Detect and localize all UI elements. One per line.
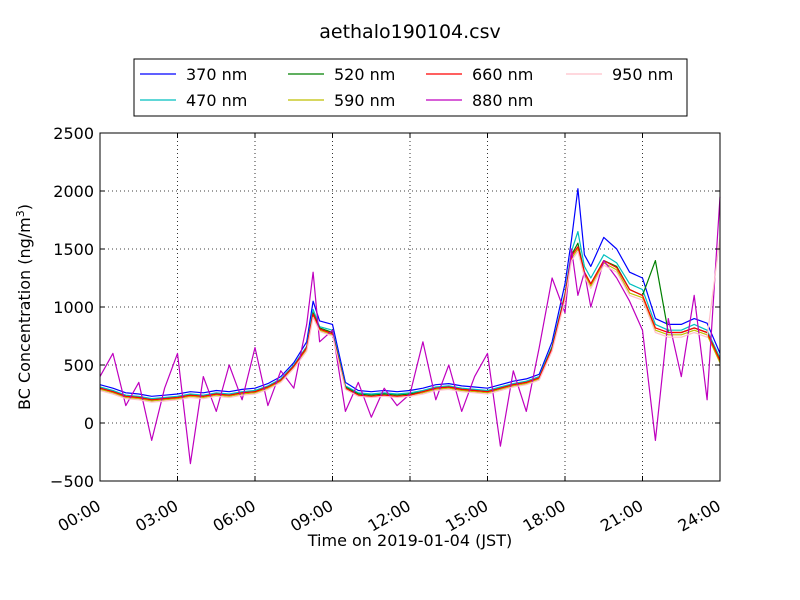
- y-tick-label: 1500: [53, 240, 94, 259]
- grid-lines: [100, 133, 720, 481]
- series-line-880-nm: [99, 196, 721, 465]
- y-axis-label-close: ): [15, 204, 34, 210]
- legend: 370 nm 470 nm 520 nm 590 nm 660 nm 880 nm 950 …: [133, 58, 688, 117]
- y-axis-label-main: BC Concentration (ng/m: [15, 217, 34, 410]
- x-tick-label: 21:00: [597, 496, 646, 536]
- legend-label: 470 nm: [186, 91, 247, 110]
- legend-label: 950 nm: [612, 65, 673, 84]
- x-tick-label: 09:00: [287, 496, 336, 536]
- legend-label: 520 nm: [334, 65, 395, 84]
- x-tick-label: 18:00: [520, 496, 569, 536]
- series-line-370-nm: [99, 188, 721, 397]
- y-tick-label: 1000: [53, 298, 94, 317]
- y-tick-label: −500: [50, 472, 94, 491]
- x-axis-label: Time on 2019-01-04 (JST): [307, 531, 512, 550]
- x-tick-label: 24:00: [675, 496, 724, 536]
- legend-label: 660 nm: [472, 65, 533, 84]
- chart-title: aethalo190104.csv: [319, 21, 501, 43]
- legend-box: [133, 58, 688, 117]
- legend-label: 370 nm: [186, 65, 247, 84]
- x-tick-label: 00:00: [55, 496, 104, 536]
- x-tick-label: 06:00: [210, 496, 259, 536]
- axis-ticks: [99, 132, 721, 482]
- y-tick-label: 500: [63, 356, 94, 375]
- legend-label: 590 nm: [334, 91, 395, 110]
- x-tick-label: 15:00: [442, 496, 491, 536]
- y-tick-labels: −500 0 500 1000 1500 2000 2500: [50, 124, 94, 491]
- y-axis-label-superscript: 3: [14, 210, 27, 217]
- series-line-950-nm: [99, 237, 721, 403]
- legend-items: 370 nm 470 nm 520 nm 590 nm 660 nm 880 nm 950 …: [140, 65, 673, 110]
- x-tick-labels: 00:00 03:00 06:00 09:00 12:00 15:00 18:00 21:00…: [55, 496, 724, 536]
- y-axis-label: BC Concentration (ng/m3): [14, 204, 34, 410]
- legend-label: 880 nm: [472, 91, 533, 110]
- x-tick-label: 03:00: [132, 496, 181, 536]
- x-tick-label: 12:00: [365, 496, 414, 536]
- y-tick-label: 0: [84, 414, 94, 433]
- y-tick-label: 2500: [53, 124, 94, 143]
- y-tick-label: 2000: [53, 182, 94, 201]
- series-lines: [99, 188, 721, 465]
